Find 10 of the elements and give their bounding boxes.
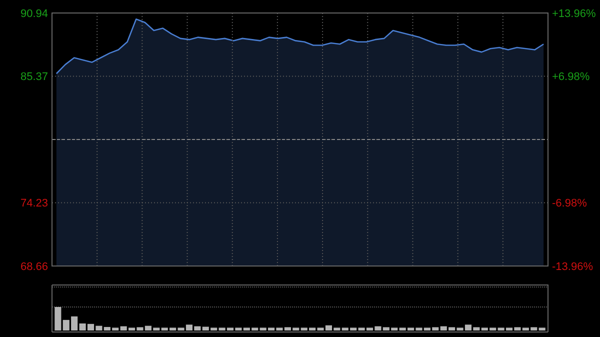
bar	[54, 307, 62, 330]
y-tick-label: 85.37	[20, 71, 48, 84]
y-tick-label: 68.66	[20, 260, 48, 273]
y2-tick-label: -6.98%	[552, 198, 588, 210]
y2-tick-label: +13.96%	[552, 8, 596, 20]
y-tick-label: 90.94	[20, 8, 48, 20]
bar	[538, 328, 546, 330]
y-tick-label: 74.23	[20, 198, 48, 210]
y2-tick-label: +6.98%	[552, 71, 590, 84]
y2-tick-label: -13.96%	[552, 260, 594, 273]
